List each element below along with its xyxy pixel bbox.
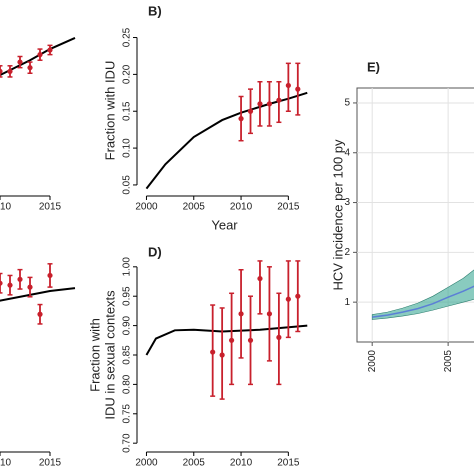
x-tick-label: 2015 [277, 202, 300, 213]
data-point [27, 65, 33, 71]
y-tick-label: 0.05 [122, 175, 133, 195]
data-point [7, 282, 13, 288]
x-tick-label: 2010 [0, 202, 12, 213]
x-tick-label: 2015 [39, 202, 62, 213]
y-tick-label: 1.00 [122, 257, 133, 277]
y-tick-label: 0.80 [122, 374, 133, 394]
x-tick-label: 2015 [277, 458, 300, 469]
data-point [27, 284, 33, 290]
y-tick-label: 1 [344, 297, 350, 308]
plot-border [356, 87, 474, 343]
panel-title: E) [367, 59, 380, 74]
y-tick-label: 5 [344, 98, 350, 109]
y-tick-label: 0.75 [122, 404, 133, 424]
data-point [257, 275, 263, 282]
data-point [238, 116, 244, 122]
data-point [0, 68, 3, 74]
data-point [7, 68, 13, 74]
data-point [266, 311, 273, 317]
data-point [37, 52, 43, 58]
data-point [0, 280, 3, 286]
panel-title: D) [148, 244, 162, 259]
x-tick-label: 2010 [0, 458, 12, 469]
data-point [47, 47, 53, 53]
data-point [247, 108, 254, 114]
x-tick-label: 2005 [183, 458, 206, 469]
data-point [285, 82, 291, 89]
data-point [17, 59, 23, 65]
data-point [276, 334, 282, 340]
y-tick-label: 0.90 [122, 315, 133, 335]
x-tick-label: 2000 [135, 458, 158, 469]
x-tick-label: 2005 [443, 350, 454, 373]
data-point [17, 276, 23, 282]
data-point [295, 86, 301, 92]
y-tick-label: 0.85 [122, 345, 133, 365]
data-point [228, 337, 235, 343]
y-axis-label: HCV incidence per 100 py [330, 139, 345, 291]
data-point [210, 349, 216, 355]
y-tick-label: 0.20 [122, 64, 133, 84]
y-tick-label: 0.25 [122, 27, 133, 47]
x-tick-label: 2010 [230, 458, 253, 469]
y-tick-label: 3 [344, 197, 350, 208]
data-point [37, 311, 43, 317]
y-tick-label: 0.10 [122, 138, 133, 158]
data-point [257, 101, 263, 107]
x-tick-label: 2000 [367, 350, 378, 373]
y-tick-label: 0.15 [122, 101, 133, 121]
y-axis-label: IDU in sexual contexts [102, 290, 117, 420]
y-tick-label: 4 [344, 147, 350, 158]
model-curve [145, 324, 308, 356]
data-point [276, 97, 282, 103]
data-point [266, 101, 273, 107]
y-axis-label: Fraction with IDU [102, 61, 117, 161]
y-tick-label: 2 [344, 247, 350, 258]
data-point [238, 311, 244, 317]
y-axis-label: Fraction with [87, 318, 102, 392]
x-tick-label: 2000 [135, 202, 158, 213]
x-axis-label: Year [211, 217, 238, 232]
model-curve [0, 287, 76, 302]
panel-title: B) [148, 3, 162, 18]
data-point [295, 293, 301, 299]
y-tick-label: 0.70 [122, 433, 133, 453]
data-point [219, 352, 225, 358]
y-tick-label: 0.95 [122, 286, 133, 306]
x-tick-label: 2015 [39, 458, 62, 469]
x-tick-label: 2010 [230, 202, 253, 213]
x-tick-label: 2005 [183, 202, 206, 213]
model-curve [145, 91, 308, 190]
incidence-line [372, 285, 474, 318]
data-point [285, 296, 291, 302]
model-curve [0, 36, 76, 77]
data-point [247, 337, 254, 343]
confidence-band [371, 269, 474, 320]
data-point [47, 272, 53, 279]
